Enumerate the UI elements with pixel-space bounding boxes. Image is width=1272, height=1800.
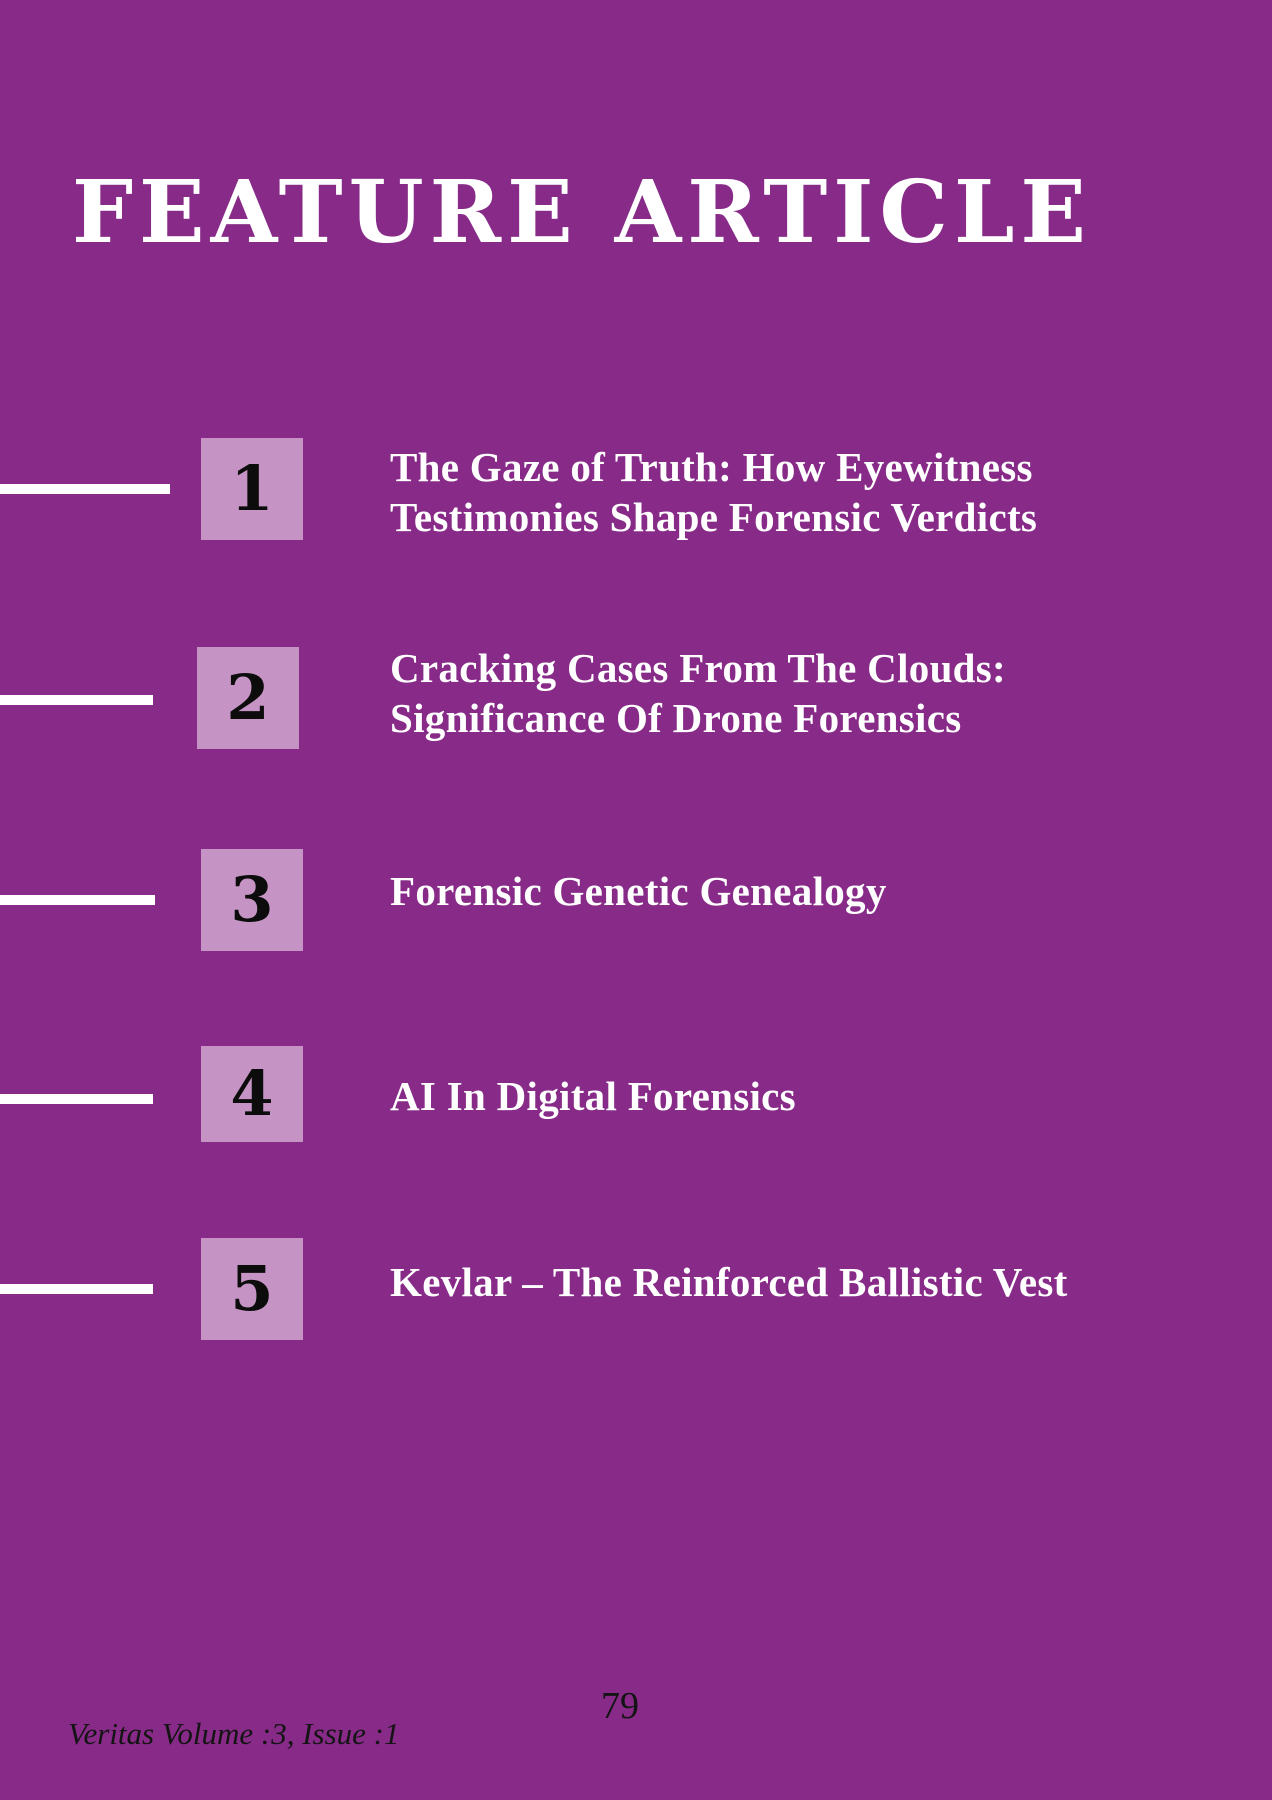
page-number: 79 [601,1685,639,1727]
item-number: 1 [230,452,274,525]
divider-line [0,1284,153,1294]
item-number-box: 3 [201,849,303,951]
article-title: Kevlar – The Reinforced Ballistic Vest [390,1259,1068,1305]
item-number: 4 [230,1057,274,1130]
item-number-box: 5 [201,1238,303,1340]
divider-line [0,695,153,705]
item-number: 2 [226,661,270,734]
item-number: 3 [230,863,274,936]
divider-line [0,895,155,905]
item-number-box: 4 [201,1046,303,1142]
divider-line [0,1094,153,1104]
page-title: FEATURE ARTICLE [72,162,1092,263]
article-title: Forensic Genetic Genealogy [390,868,887,914]
item-number: 5 [230,1252,274,1325]
item-number-box: 1 [201,438,303,540]
article-title: Cracking Cases From The Clouds: Signific… [390,645,1006,741]
article-title: AI In Digital Forensics [390,1073,796,1119]
issue-label: Veritas Volume :3, Issue :1 [68,1716,400,1751]
item-number-box: 2 [197,647,299,749]
divider-line [0,484,170,494]
article-title: The Gaze of Truth: How Eyewitness Testim… [390,444,1038,540]
